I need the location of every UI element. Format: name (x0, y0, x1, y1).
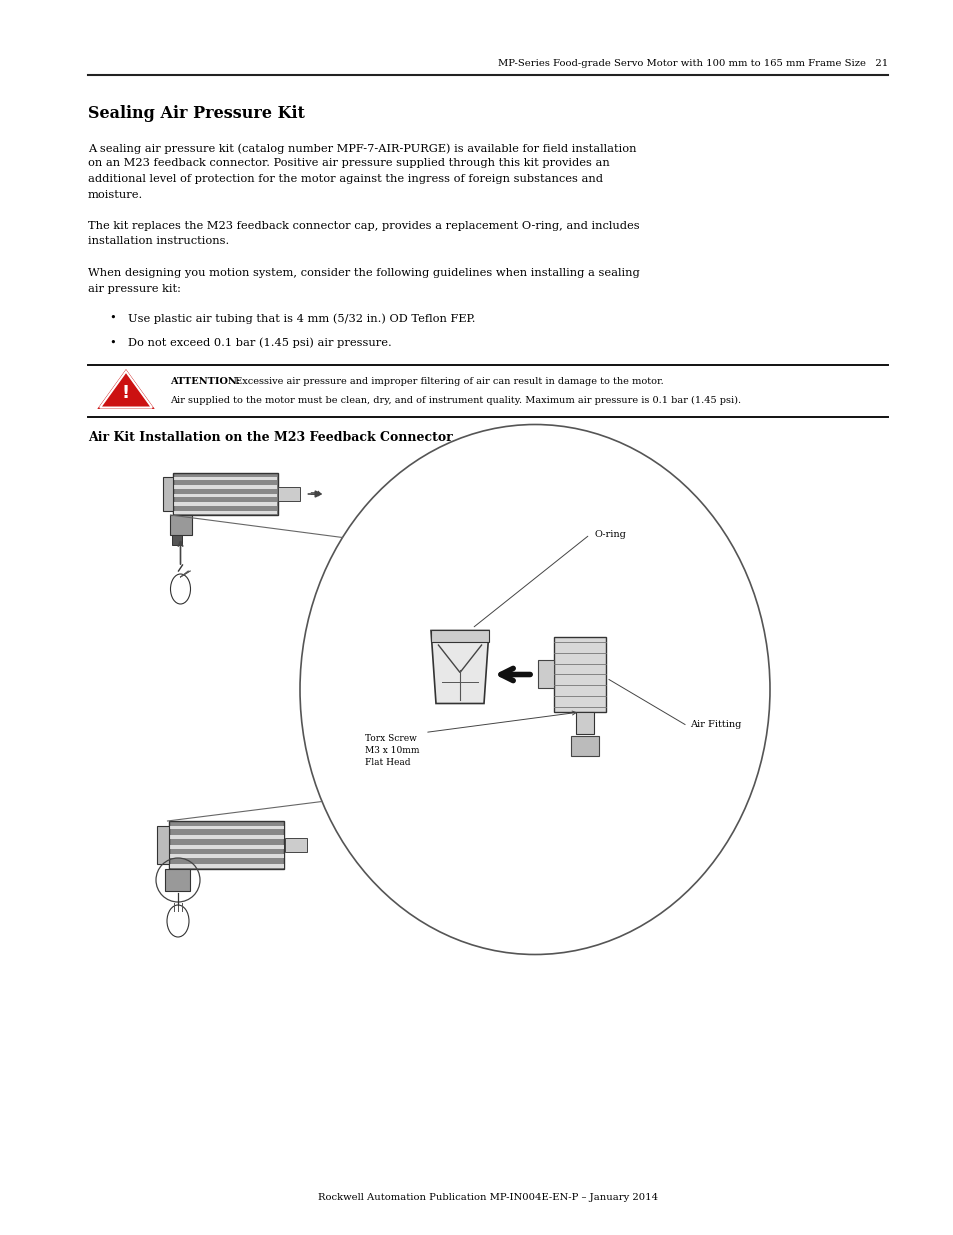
Ellipse shape (167, 905, 189, 937)
Bar (171, 855, 283, 858)
Text: A sealing air pressure kit (catalog number MPF-7-AIR-PURGE) is available for fie: A sealing air pressure kit (catalog numb… (88, 143, 636, 153)
Text: When designing you motion system, consider the following guidelines when install: When designing you motion system, consid… (88, 268, 639, 278)
Bar (173, 494, 276, 498)
Text: •: • (110, 337, 116, 347)
Bar (170, 821, 284, 869)
Text: Sealing Air Pressure Kit: Sealing Air Pressure Kit (88, 105, 305, 122)
Bar (576, 713, 594, 734)
Bar (537, 661, 554, 688)
Text: !: ! (122, 384, 130, 403)
Bar (171, 835, 283, 839)
Polygon shape (101, 373, 151, 408)
Text: air pressure kit:: air pressure kit: (88, 284, 181, 294)
Text: Do not exceed 0.1 bar (1.45 psi) air pressure.: Do not exceed 0.1 bar (1.45 psi) air pre… (128, 337, 392, 348)
Text: moisture.: moisture. (88, 189, 143, 200)
Text: O-ring: O-ring (595, 530, 626, 538)
Bar (173, 485, 276, 489)
Text: on an M23 feedback connector. Positive air pressure supplied through this kit pr: on an M23 feedback connector. Positive a… (88, 158, 609, 168)
Text: Torx Screw
M3 x 10mm
Flat Head: Torx Screw M3 x 10mm Flat Head (365, 735, 419, 767)
Text: MP-Series Food-grade Servo Motor with 100 mm to 165 mm Frame Size   21: MP-Series Food-grade Servo Motor with 10… (497, 59, 887, 68)
Bar (284, 839, 306, 852)
Bar (554, 637, 605, 713)
Ellipse shape (171, 574, 191, 604)
Polygon shape (100, 372, 152, 408)
Bar (157, 826, 170, 864)
Text: Rockwell Automation Publication MP-IN004E-EN-P – January 2014: Rockwell Automation Publication MP-IN004… (317, 1193, 658, 1202)
Bar (171, 864, 283, 868)
Bar (173, 503, 276, 505)
Text: Air Fitting: Air Fitting (689, 720, 740, 729)
Text: ATTENTION:: ATTENTION: (170, 378, 239, 387)
Bar (172, 473, 277, 515)
Bar (173, 477, 276, 480)
Text: installation instructions.: installation instructions. (88, 236, 229, 247)
Bar (162, 477, 172, 511)
Text: additional level of protection for the motor against the ingress of foreign subs: additional level of protection for the m… (88, 174, 602, 184)
Bar (165, 869, 191, 890)
Bar (171, 845, 283, 848)
Bar (172, 535, 181, 545)
Text: Excessive air pressure and improper filtering of air can result in damage to the: Excessive air pressure and improper filt… (232, 378, 663, 387)
Text: Air supplied to the motor must be clean, dry, and of instrument quality. Maximum: Air supplied to the motor must be clean,… (170, 395, 740, 405)
Text: Air Kit Installation on the M23 Feedback Connector: Air Kit Installation on the M23 Feedback… (88, 431, 453, 445)
Text: •: • (110, 312, 116, 324)
Polygon shape (431, 631, 489, 704)
Bar (171, 826, 283, 830)
Text: The kit replaces the M23 feedback connector cap, provides a replacement O-ring, : The kit replaces the M23 feedback connec… (88, 221, 639, 231)
Bar (571, 736, 598, 756)
Bar (170, 515, 192, 535)
Bar (277, 487, 299, 501)
Text: Use plastic air tubing that is 4 mm (5/32 in.) OD Teflon FEP.: Use plastic air tubing that is 4 mm (5/3… (128, 312, 475, 324)
Text: ⇒: ⇒ (310, 487, 321, 501)
Bar (431, 631, 489, 642)
Bar (173, 510, 276, 514)
